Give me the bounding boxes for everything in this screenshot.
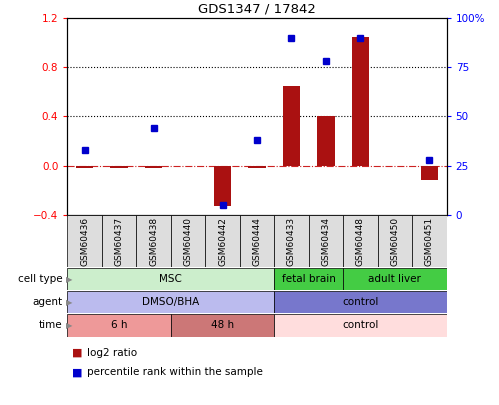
Text: fetal brain: fetal brain bbox=[282, 274, 336, 284]
Text: control: control bbox=[342, 320, 379, 330]
Text: GSM60433: GSM60433 bbox=[287, 217, 296, 266]
Bar bbox=[274, 291, 447, 313]
Text: GSM60438: GSM60438 bbox=[149, 217, 158, 266]
Bar bbox=[171, 215, 205, 267]
Bar bbox=[205, 215, 240, 267]
Bar bbox=[171, 314, 274, 337]
Bar bbox=[343, 268, 447, 290]
Text: cell type: cell type bbox=[18, 274, 62, 284]
Text: time: time bbox=[39, 320, 62, 330]
Text: control: control bbox=[342, 297, 379, 307]
Text: log2 ratio: log2 ratio bbox=[87, 348, 137, 358]
Text: adult liver: adult liver bbox=[368, 274, 421, 284]
Text: percentile rank within the sample: percentile rank within the sample bbox=[87, 367, 263, 377]
Bar bbox=[412, 215, 447, 267]
Text: DMSO/BHA: DMSO/BHA bbox=[142, 297, 200, 307]
Title: GDS1347 / 17842: GDS1347 / 17842 bbox=[198, 3, 316, 16]
Bar bbox=[249, 166, 265, 168]
Bar bbox=[343, 215, 378, 267]
Bar bbox=[67, 268, 274, 290]
Bar bbox=[283, 86, 300, 166]
Text: ▶: ▶ bbox=[66, 275, 73, 284]
Text: 48 h: 48 h bbox=[211, 320, 234, 330]
Bar bbox=[76, 166, 93, 168]
Text: agent: agent bbox=[32, 297, 62, 307]
Text: GSM60434: GSM60434 bbox=[321, 217, 330, 266]
Bar bbox=[421, 166, 438, 180]
Bar bbox=[274, 314, 447, 337]
Text: ■: ■ bbox=[72, 367, 83, 377]
Bar bbox=[309, 215, 343, 267]
Text: GSM60448: GSM60448 bbox=[356, 217, 365, 266]
Text: ■: ■ bbox=[72, 348, 83, 358]
Bar bbox=[102, 215, 136, 267]
Bar bbox=[378, 215, 412, 267]
Text: GSM60451: GSM60451 bbox=[425, 217, 434, 266]
Text: GSM60442: GSM60442 bbox=[218, 217, 227, 266]
Bar bbox=[274, 268, 343, 290]
Bar bbox=[240, 215, 274, 267]
Bar bbox=[110, 166, 128, 168]
Text: MSC: MSC bbox=[159, 274, 182, 284]
Bar bbox=[67, 215, 102, 267]
Text: ▶: ▶ bbox=[66, 298, 73, 307]
Bar bbox=[145, 166, 162, 168]
Bar bbox=[214, 166, 231, 206]
Bar bbox=[274, 215, 309, 267]
Bar bbox=[67, 314, 171, 337]
Bar bbox=[136, 215, 171, 267]
Text: GSM60444: GSM60444 bbox=[252, 217, 261, 266]
Text: GSM60450: GSM60450 bbox=[390, 217, 399, 266]
Bar bbox=[317, 117, 334, 166]
Text: GSM60440: GSM60440 bbox=[184, 217, 193, 266]
Text: ▶: ▶ bbox=[66, 321, 73, 330]
Text: GSM60437: GSM60437 bbox=[115, 217, 124, 266]
Text: GSM60436: GSM60436 bbox=[80, 217, 89, 266]
Bar bbox=[352, 36, 369, 166]
Bar bbox=[67, 291, 274, 313]
Text: 6 h: 6 h bbox=[111, 320, 127, 330]
